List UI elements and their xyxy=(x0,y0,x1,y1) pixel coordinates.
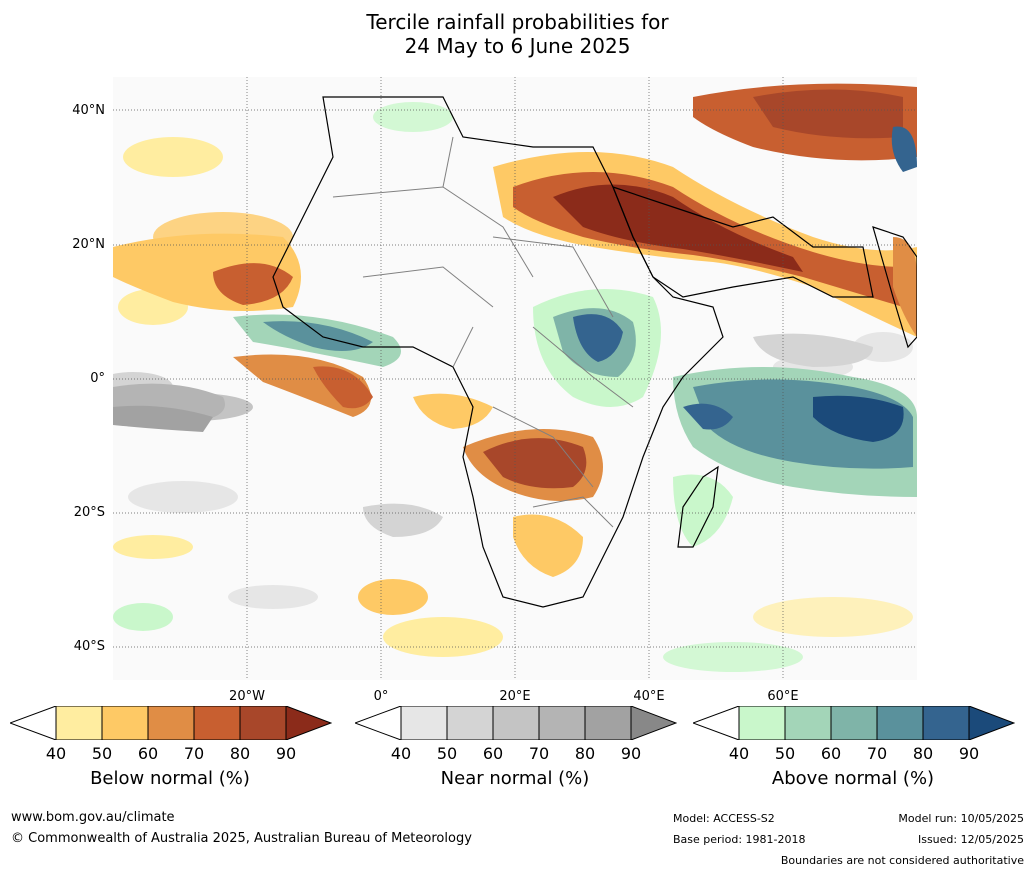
footer-disclaimer: Boundaries are not considered authoritat… xyxy=(780,854,1024,867)
colorbar-near-normal xyxy=(355,706,677,740)
colorbar-near-tick: 50 xyxy=(436,744,458,763)
colorbar-below-segment xyxy=(55,706,103,740)
above-normal-regions xyxy=(233,126,917,547)
lat-label-0: 0° xyxy=(90,371,105,386)
footer-base-period: Base period: 1981-2018 xyxy=(673,833,806,846)
colorbar-near-segment xyxy=(538,706,586,740)
colorbar-below-tick: 40 xyxy=(45,744,67,763)
footer-issued: Issued: 12/05/2025 xyxy=(917,833,1024,846)
colorbar-below-segment xyxy=(101,706,149,740)
colorbar-near-segment xyxy=(492,706,540,740)
lon-label-40e: 40°E xyxy=(633,689,665,704)
colorbar-above-segment xyxy=(922,706,970,740)
colorbar-above-segment xyxy=(784,706,832,740)
colorbar-below-tick: 60 xyxy=(137,744,159,763)
colorbar-near-tick: 40 xyxy=(390,744,412,763)
colorbar-below-tick: 70 xyxy=(183,744,205,763)
lat-label-40s: 40°S xyxy=(73,639,105,654)
footer-copyright: © Commonwealth of Australia 2025, Austra… xyxy=(11,831,472,846)
colorbar-label-below: Below normal (%) xyxy=(90,768,250,789)
colorbar-label-above: Above normal (%) xyxy=(771,768,935,789)
lat-label-20s: 20°S xyxy=(73,505,105,520)
colorbar-near-segment xyxy=(584,706,632,740)
below-normal-regions xyxy=(113,83,917,577)
footer-model: Model: ACCESS-S2 xyxy=(673,812,775,825)
lat-label-20n: 20°N xyxy=(72,237,105,252)
title-line-2: 24 May to 6 June 2025 xyxy=(404,34,631,58)
colorbar-below-segment xyxy=(239,706,287,740)
footer-url[interactable]: www.bom.gov.au/climate xyxy=(11,810,175,825)
colorbar-below-tick: 90 xyxy=(275,744,297,763)
lon-label-20e: 20°E xyxy=(499,689,531,704)
graticule xyxy=(113,77,917,680)
arabia-coastline xyxy=(611,186,874,298)
title-line-1: Tercile rainfall probabilities for xyxy=(366,10,669,34)
map-title: Tercile rainfall probabilities for 24 Ma… xyxy=(0,10,1035,58)
lat-label-40n: 40°N xyxy=(72,103,105,118)
colorbar-above-tick: 50 xyxy=(774,744,796,763)
colorbar-near-segment xyxy=(446,706,494,740)
rainfall-probability-map xyxy=(113,77,917,680)
colorbar-near-tick: 90 xyxy=(620,744,642,763)
map-svg xyxy=(113,77,917,680)
colorbar-above-tick: 70 xyxy=(866,744,888,763)
colorbar-near-tick: 80 xyxy=(574,744,596,763)
colorbar-above-segment xyxy=(738,706,786,740)
lon-label-0: 0° xyxy=(373,689,389,704)
colorbar-near-tick: 70 xyxy=(528,744,550,763)
india-coastline xyxy=(872,226,917,349)
country-borders xyxy=(332,136,634,528)
colorbar-below-high-extend xyxy=(285,706,332,740)
colorbar-above-tick: 80 xyxy=(912,744,934,763)
colorbar-below-segment xyxy=(147,706,195,740)
colorbar-above-high-extend xyxy=(968,706,1015,740)
colorbar-near-low-extend xyxy=(355,706,402,740)
madagascar-coastline xyxy=(677,465,719,548)
colorbar-below-tick: 50 xyxy=(91,744,113,763)
colorbar-above-tick: 60 xyxy=(820,744,842,763)
colorbar-near-high-extend xyxy=(630,706,677,740)
lon-label-20w: 20°W xyxy=(229,689,265,704)
colorbar-below-normal xyxy=(10,706,332,740)
colorbar-near-tick: 60 xyxy=(482,744,504,763)
colorbar-above-normal xyxy=(693,706,1015,740)
colorbar-below-tick: 80 xyxy=(229,744,251,763)
colorbar-above-tick: 90 xyxy=(958,744,980,763)
colorbar-above-tick: 40 xyxy=(728,744,750,763)
colorbar-above-segment xyxy=(830,706,878,740)
colorbar-above-segment xyxy=(876,706,924,740)
colorbar-near-segment xyxy=(400,706,448,740)
colorbar-above-low-extend xyxy=(693,706,740,740)
lon-label-60e: 60°E xyxy=(767,689,799,704)
colorbar-below-low-extend xyxy=(10,706,57,740)
colorbar-label-near: Near normal (%) xyxy=(440,768,590,789)
colorbar-below-segment xyxy=(193,706,241,740)
footer-model-run: Model run: 10/05/2025 xyxy=(898,812,1024,825)
